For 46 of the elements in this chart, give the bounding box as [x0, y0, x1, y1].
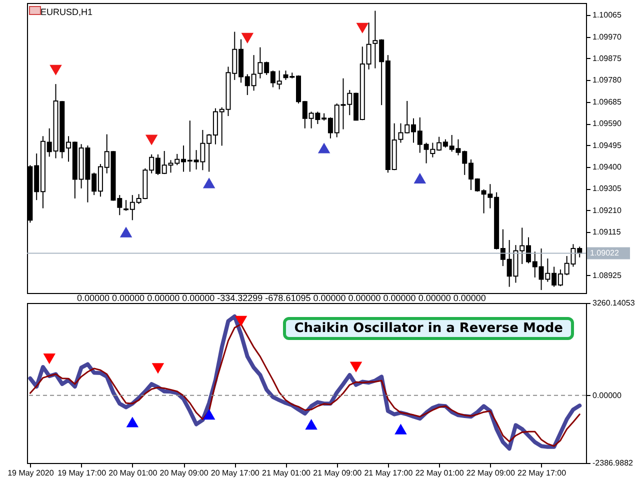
point — [414, 172, 426, 184]
x-tick-label: 22 May 01:00 — [415, 468, 464, 478]
y-tick-label: 0.00000 — [592, 390, 622, 400]
y-tick-label: 1.09115 — [592, 228, 622, 237]
point — [356, 22, 369, 34]
y-tick-label: 1.09780 — [592, 76, 622, 85]
y-tick-label: 1.09210 — [592, 206, 622, 215]
point — [318, 142, 330, 154]
x-tick-label: 21 May 17:00 — [364, 468, 414, 478]
y-tick-label: 1.10065 — [592, 10, 622, 20]
y-tick-label: 1.09685 — [592, 97, 622, 106]
y-tick-label: 1.09495 — [592, 140, 622, 150]
point — [202, 409, 216, 420]
x-tick-label: 22 May 17:00 — [518, 468, 567, 478]
point — [152, 363, 164, 374]
annotation: Chaikin Oscillator in a Reverse Mode — [283, 317, 574, 340]
y-tick-label: 1.09875 — [592, 54, 622, 63]
point — [145, 134, 158, 146]
point — [394, 424, 407, 434]
x-tick-label: 19 May 17:00 — [58, 468, 107, 478]
point — [202, 178, 216, 188]
y-tick-label: 1.09970 — [592, 32, 622, 42]
annotation: 0.00000 0.00000 0.00000 0.00000 -334.32299 -678.61095 0.00000 0.00000 0.00000 0.00000 0.00000 — [77, 293, 486, 303]
x-tick-label: 21 May 01:00 — [262, 468, 312, 478]
point — [126, 416, 139, 428]
point — [350, 362, 362, 372]
point — [43, 354, 56, 364]
y-tick-label: 1.09305 — [592, 184, 622, 194]
y-tick-label: 1.09590 — [592, 119, 622, 128]
point — [241, 32, 254, 44]
y-tick-label: -2386.9882 — [592, 458, 634, 468]
point — [305, 418, 318, 430]
chart-title: EURUSD,H1 — [40, 7, 93, 17]
x-tick-label: 20 May 01:00 — [108, 468, 158, 478]
x-tick-label: 21 May 09:00 — [313, 468, 362, 478]
x-tick-label: 19 May 2020 — [8, 468, 54, 478]
y-tick-label: 1.08925 — [592, 270, 622, 280]
x-tick-label: 20 May 09:00 — [160, 468, 209, 478]
x-tick-label: 20 May 17:00 — [210, 468, 260, 478]
point — [50, 64, 62, 76]
point — [120, 226, 132, 238]
x-tick-label: 22 May 09:00 — [466, 468, 516, 478]
point — [234, 316, 248, 326]
y-tick-label: 3260.14053 — [592, 298, 636, 308]
y-tick-label: 1.09400 — [592, 162, 622, 172]
ref-line-label: 1.09022 — [590, 248, 620, 258]
